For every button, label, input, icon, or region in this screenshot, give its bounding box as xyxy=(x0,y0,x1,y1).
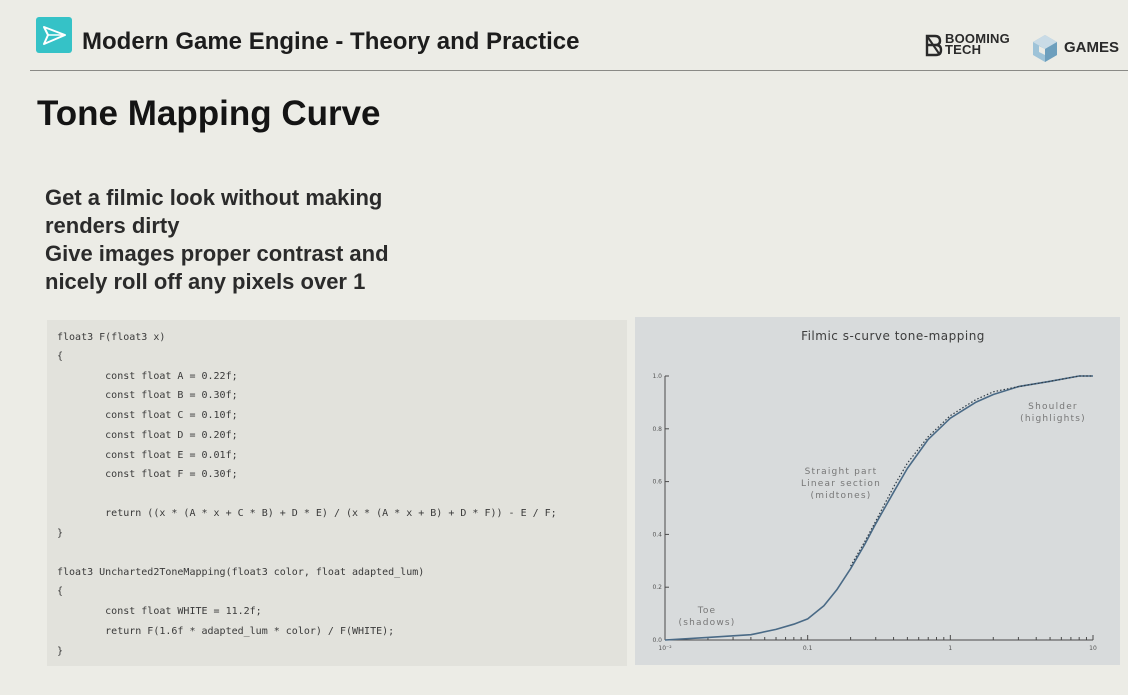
code-line: } xyxy=(57,528,64,539)
annotation-label: (shadows) xyxy=(679,618,736,628)
code-line: } xyxy=(57,646,64,657)
x-tick-label: 0.1 xyxy=(803,645,813,652)
annotation-label: (highlights) xyxy=(1020,414,1086,424)
header-divider xyxy=(30,70,1128,71)
code-line: const float C = 0.10f; xyxy=(57,410,238,421)
annotation-label: Toe xyxy=(697,606,717,616)
background-watermark xyxy=(411,149,445,220)
code-block: float3 F(float3 x) { const float A = 0.2… xyxy=(47,320,627,666)
x-tick-label: 1 xyxy=(948,645,952,652)
brand-tech-word: TECH xyxy=(945,42,982,57)
games-cube-icon xyxy=(1033,35,1057,62)
games-text: GAMES xyxy=(1064,39,1120,56)
curve-series xyxy=(664,375,1093,641)
annotation-label: Linear section xyxy=(801,479,881,489)
slide-title: Tone Mapping Curve xyxy=(37,94,381,133)
tone-mapping-chart: Filmic s-curve tone-mapping 0.0 0.2 0.4 0.6 0… xyxy=(635,317,1120,665)
bullet-line: nicely roll off any pixels over 1 xyxy=(45,269,366,294)
code-line: float3 F(float3 x) xyxy=(57,332,166,343)
booming-tech-text: BOOMING TECH xyxy=(945,31,1010,57)
bullet-line: Get a filmic look without making xyxy=(45,185,383,210)
bullet-line: renders dirty xyxy=(45,213,180,238)
booming-b-icon xyxy=(925,34,943,57)
paper-plane-icon xyxy=(36,17,72,53)
chart-canvas: Filmic s-curve tone-mapping 0.0 0.2 0.4 0.6 0… xyxy=(652,329,1097,652)
y-tick-label: 1.0 xyxy=(652,373,662,380)
booming-tech-logo: BOOMING TECH xyxy=(924,32,1010,61)
x-tick-label: 10⁻² xyxy=(658,645,672,652)
code-line: const float A = 0.22f; xyxy=(57,371,238,382)
bullet-list: Get a filmic look without making renders… xyxy=(45,184,389,296)
y-tick-label: 0.8 xyxy=(652,426,662,433)
chart-title: Filmic s-curve tone-mapping xyxy=(801,329,985,343)
code-line: const float B = 0.30f; xyxy=(57,390,238,401)
brand-booming-word: BOOMING xyxy=(945,31,1010,46)
code-line: const float WHITE = 11.2f; xyxy=(57,606,262,617)
code-line: { xyxy=(57,351,64,362)
x-tick-label: 10 xyxy=(1089,645,1097,652)
code-line: float3 Uncharted2ToneMapping(float3 colo… xyxy=(57,567,425,578)
bullet-line: Give images proper contrast and xyxy=(45,241,389,266)
games-logo: GAMES xyxy=(1030,33,1119,63)
y-tick-label: 0.4 xyxy=(652,531,662,538)
code-line: { xyxy=(57,586,64,597)
annotation-label: (midtones) xyxy=(811,491,872,501)
y-tick-label: 0.2 xyxy=(652,584,662,591)
annotation-label: Straight part xyxy=(805,467,878,477)
code-line: const float D = 0.20f; xyxy=(57,430,238,441)
code-line: const float F = 0.30f; xyxy=(57,469,238,480)
code-line: return ((x * (A * x + C * B) + D * E) / … xyxy=(57,508,557,519)
annotation-label: Shoulder xyxy=(1028,402,1078,412)
y-tick-label: 0.0 xyxy=(652,637,662,644)
code-line: return F(1.6f * adapted_lum * color) / F… xyxy=(57,626,395,637)
slide-header: Modern Game Engine - Theory and Practice… xyxy=(0,0,1128,70)
course-title: Modern Game Engine - Theory and Practice xyxy=(82,28,580,55)
code-line: const float E = 0.01f; xyxy=(57,450,238,461)
y-tick-label: 0.6 xyxy=(652,479,662,486)
